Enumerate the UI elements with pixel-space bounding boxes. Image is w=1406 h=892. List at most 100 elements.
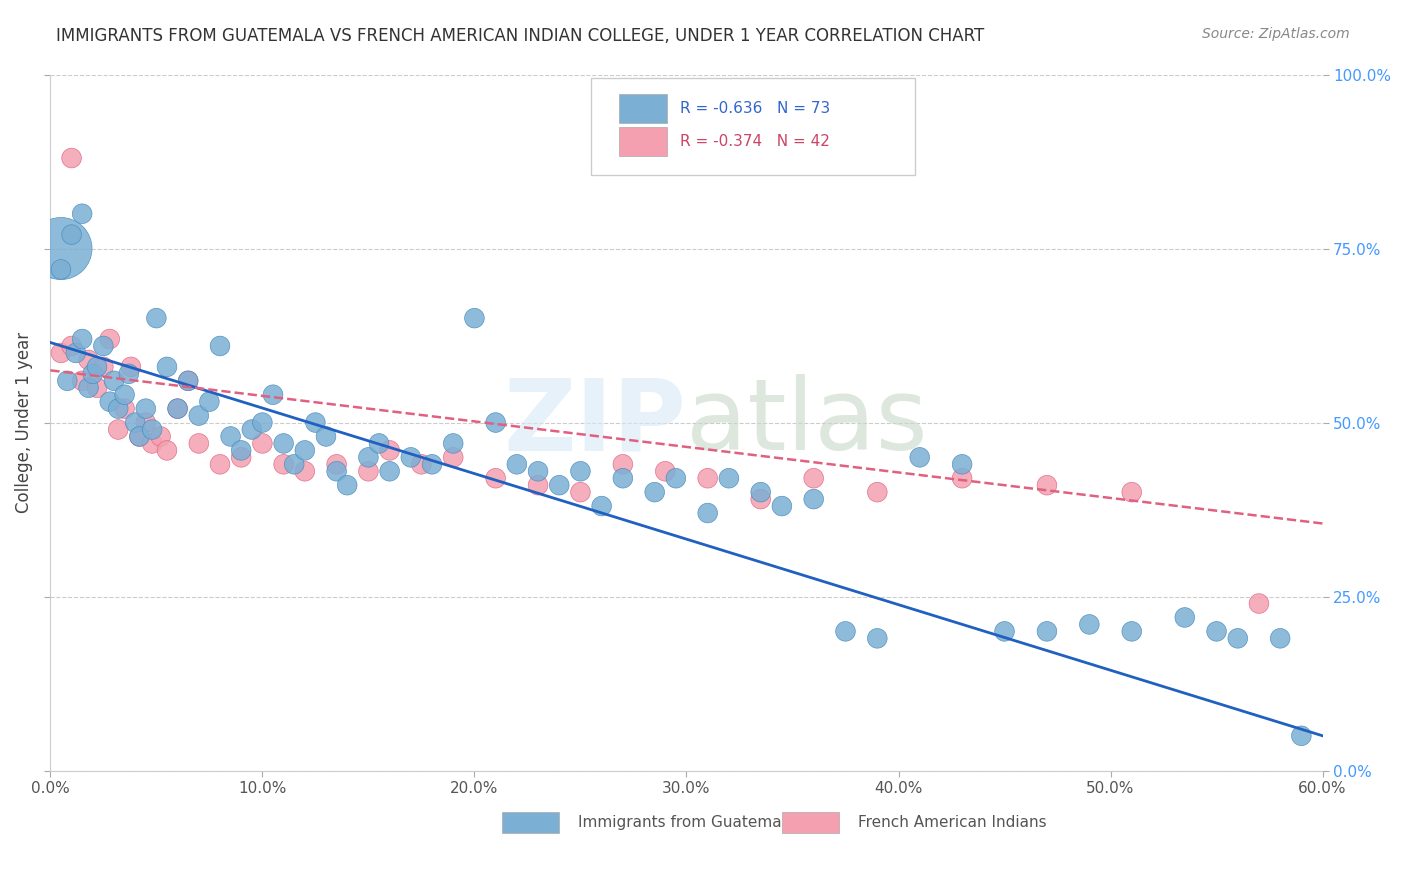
Point	[399, 450, 422, 465]
Point	[357, 450, 380, 465]
Point	[118, 367, 141, 381]
Point	[1226, 632, 1249, 646]
Point	[441, 436, 464, 450]
Point	[135, 401, 157, 416]
Point	[273, 436, 295, 450]
Point	[135, 416, 157, 430]
Point	[612, 458, 634, 472]
Point	[485, 471, 508, 485]
Point	[156, 359, 179, 374]
Text: ZIP: ZIP	[503, 374, 686, 471]
Point	[98, 394, 121, 409]
Point	[717, 471, 740, 485]
Point	[240, 423, 263, 437]
Point	[325, 458, 347, 472]
Point	[441, 450, 464, 465]
Point	[866, 485, 889, 500]
Text: R = -0.374   N = 42: R = -0.374 N = 42	[681, 134, 830, 149]
Point	[1121, 624, 1143, 639]
Point	[1205, 624, 1227, 639]
Point	[82, 367, 104, 381]
Point	[252, 436, 274, 450]
Point	[1036, 624, 1059, 639]
Point	[950, 471, 973, 485]
Point	[56, 374, 79, 388]
Point	[231, 443, 253, 458]
Text: atlas: atlas	[686, 374, 928, 471]
FancyBboxPatch shape	[502, 813, 560, 833]
Point	[145, 311, 167, 326]
Point	[1270, 632, 1292, 646]
Point	[77, 381, 100, 395]
Point	[950, 458, 973, 472]
Point	[378, 464, 401, 478]
Y-axis label: College, Under 1 year: College, Under 1 year	[15, 332, 32, 513]
Point	[208, 339, 231, 353]
Point	[696, 471, 718, 485]
Point	[103, 374, 125, 388]
Point	[336, 478, 359, 492]
Text: Source: ZipAtlas.com: Source: ZipAtlas.com	[1202, 27, 1350, 41]
FancyBboxPatch shape	[591, 78, 915, 176]
Point	[463, 311, 485, 326]
Point	[156, 443, 179, 458]
Point	[93, 339, 115, 353]
Point	[149, 429, 172, 443]
Point	[70, 332, 93, 346]
Point	[1121, 485, 1143, 500]
Point	[120, 359, 142, 374]
Point	[803, 492, 825, 507]
Point	[208, 458, 231, 472]
Point	[866, 632, 889, 646]
Point	[749, 492, 772, 507]
Point	[368, 436, 391, 450]
Point	[569, 464, 592, 478]
Point	[1078, 617, 1101, 632]
Point	[527, 478, 550, 492]
Point	[70, 207, 93, 221]
Point	[114, 387, 136, 401]
Point	[49, 262, 72, 277]
FancyBboxPatch shape	[619, 94, 668, 123]
Point	[378, 443, 401, 458]
Point	[187, 409, 209, 423]
Point	[262, 387, 284, 401]
Text: R = -0.636   N = 73: R = -0.636 N = 73	[681, 101, 831, 116]
Point	[548, 478, 571, 492]
Point	[612, 471, 634, 485]
Point	[114, 401, 136, 416]
Text: IMMIGRANTS FROM GUATEMALA VS FRENCH AMERICAN INDIAN COLLEGE, UNDER 1 YEAR CORREL: IMMIGRANTS FROM GUATEMALA VS FRENCH AMER…	[56, 27, 984, 45]
Point	[77, 352, 100, 367]
Point	[411, 458, 433, 472]
Point	[325, 464, 347, 478]
Point	[60, 227, 83, 242]
Point	[1036, 478, 1059, 492]
Point	[315, 429, 337, 443]
Point	[696, 506, 718, 520]
Point	[86, 359, 108, 374]
Point	[177, 374, 200, 388]
Point	[770, 499, 793, 513]
Point	[1291, 729, 1313, 743]
Point	[420, 458, 443, 472]
Point	[141, 423, 163, 437]
Point	[141, 436, 163, 450]
Point	[166, 401, 188, 416]
Point	[654, 464, 676, 478]
Point	[49, 242, 72, 256]
Point	[283, 458, 305, 472]
Point	[665, 471, 688, 485]
Point	[506, 458, 529, 472]
Point	[908, 450, 931, 465]
Point	[198, 394, 221, 409]
Point	[294, 464, 316, 478]
Point	[49, 346, 72, 360]
Point	[294, 443, 316, 458]
Point	[107, 423, 129, 437]
Point	[124, 416, 146, 430]
Point	[1174, 610, 1197, 624]
Point	[527, 464, 550, 478]
Point	[166, 401, 188, 416]
Point	[273, 458, 295, 472]
Text: Immigrants from Guatemala: Immigrants from Guatemala	[578, 815, 796, 830]
